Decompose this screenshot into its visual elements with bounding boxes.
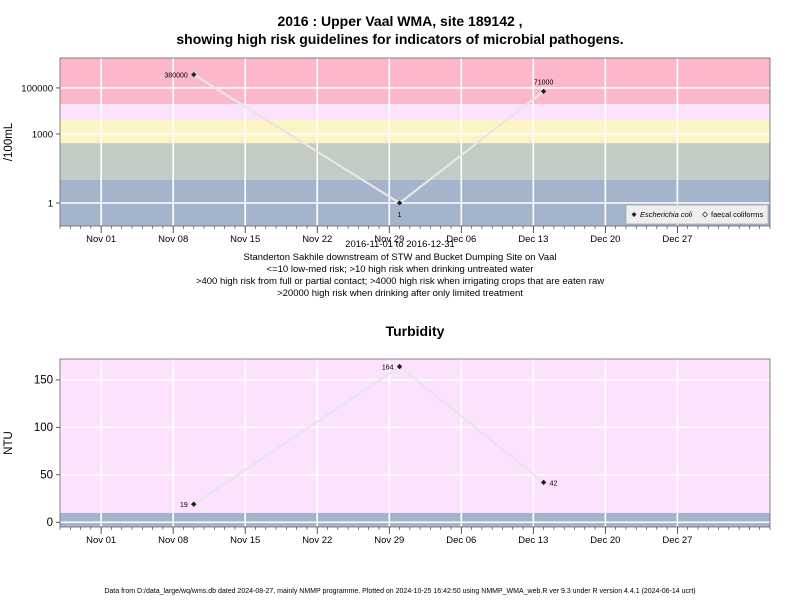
y-tick-label: 50 xyxy=(40,469,53,481)
x-tick-label: Dec 13 xyxy=(518,234,548,245)
data-label: 71000 xyxy=(534,79,554,86)
panel-title: Turbidity xyxy=(386,323,445,339)
caption-line5: >20000 high risk when drinking after onl… xyxy=(277,288,523,299)
data-point xyxy=(190,71,198,78)
data-label: 164 xyxy=(382,365,394,372)
x-tick-label: Dec 27 xyxy=(662,535,692,546)
data-point xyxy=(540,88,547,95)
y-axis-label: /100mL xyxy=(3,122,15,161)
x-tick-label: Nov 29 xyxy=(374,234,404,245)
data-point xyxy=(396,363,403,370)
legend-box xyxy=(625,204,769,225)
x-tick-label: Dec 27 xyxy=(662,234,692,245)
y-tick-label: 150 xyxy=(34,374,53,386)
risk-band-0-3 xyxy=(60,104,770,121)
x-tick-label: Nov 15 xyxy=(230,234,260,245)
x-tick-label: Nov 22 xyxy=(302,535,332,546)
y-tick-label: 1 xyxy=(48,198,53,209)
plot-border xyxy=(59,57,771,227)
data-label: 19 xyxy=(180,502,188,509)
x-tick-label: Dec 06 xyxy=(446,234,476,245)
x-tick-label: Nov 01 xyxy=(86,535,116,546)
risk-band-1-1 xyxy=(60,359,770,513)
legend-marker-filled-diamond xyxy=(631,212,637,217)
footer-note: Data from D:/data_large/wq/wms.db dated … xyxy=(104,588,696,595)
x-tick-label: Nov 22 xyxy=(302,234,332,245)
legend-label: faecal coliforms xyxy=(711,210,763,219)
data-label: 1 xyxy=(398,212,402,219)
chart-title-line2: showing high risk guidelines for indicat… xyxy=(176,31,624,47)
x-tick-label: Dec 20 xyxy=(590,535,620,546)
data-point xyxy=(540,479,547,486)
risk-band-0-2 xyxy=(60,120,770,144)
risk-band-1-0 xyxy=(60,512,770,527)
plot-border xyxy=(59,358,771,528)
x-tick-label: Dec 06 xyxy=(446,535,476,546)
x-tick-label: Nov 08 xyxy=(158,535,188,546)
caption-line3: <=10 low-med risk; >10 high risk when dr… xyxy=(266,264,534,275)
x-tick-label: Nov 15 xyxy=(230,535,260,546)
data-point xyxy=(396,199,403,207)
x-tick-label: Nov 01 xyxy=(86,234,116,245)
y-tick-label: 0 xyxy=(47,517,53,529)
x-tick-label: Dec 13 xyxy=(518,535,548,546)
data-label: 42 xyxy=(550,480,558,487)
x-tick-label: Nov 08 xyxy=(158,234,188,245)
y-tick-label: 100000 xyxy=(21,83,53,94)
y-tick-label: 1000 xyxy=(32,129,53,140)
data-point xyxy=(190,500,198,508)
y-axis-label: NTU xyxy=(3,431,15,455)
x-tick-label: Dec 20 xyxy=(590,234,620,245)
caption-site: Standerton Sakhile downstream of STW and… xyxy=(243,252,557,263)
risk-band-0-1 xyxy=(60,143,770,180)
legend-label: Escherichia coli xyxy=(640,210,692,219)
data-label: 380000 xyxy=(164,73,187,80)
caption-line4: >400 high risk from full or partial cont… xyxy=(195,276,605,287)
chart-title-line1: 2016 : Upper Vaal WMA, site 189142 , xyxy=(277,13,523,29)
legend-marker-open-diamond xyxy=(702,211,708,218)
risk-band-0-4 xyxy=(60,58,770,105)
caption-date-range: 2016-11-01 to 2016-12-31 xyxy=(345,239,455,250)
y-tick-label: 100 xyxy=(34,422,53,434)
x-tick-label: Nov 29 xyxy=(374,535,404,546)
